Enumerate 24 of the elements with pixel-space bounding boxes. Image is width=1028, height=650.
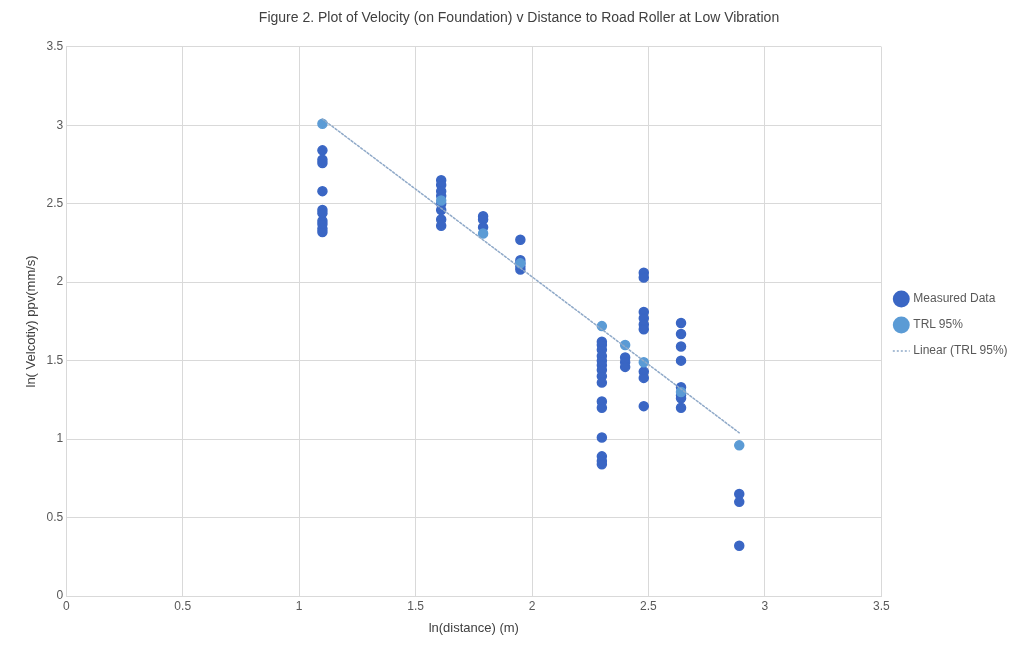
x-tick-label: 3.5 [872, 598, 890, 613]
y-tick-label: 2 [56, 274, 64, 289]
point [477, 228, 489, 239]
x-tick-label: 3 [761, 598, 769, 613]
y-tick-label: 1 [56, 431, 64, 446]
chart-title: Figure 2. Plot of Velocity (on Foundation) v Distance to Road Roller at Low Vibration [258, 9, 780, 26]
point [317, 118, 328, 129]
y-tick-label: 0 [56, 588, 64, 603]
x-tick-label: 1 [295, 598, 303, 613]
x-tick-label: 2.5 [640, 598, 658, 613]
x-tick-label: 1.5 [407, 598, 425, 613]
legend-label: Measured Data [913, 291, 996, 306]
y-tick-label: 1.5 [46, 352, 64, 367]
y-tick-label: 3.5 [46, 39, 64, 54]
point [734, 440, 745, 451]
y-tick-label: 2.5 [46, 196, 64, 211]
y-tick-label: 0.5 [46, 509, 64, 524]
legend-label: TRL 95% [913, 317, 964, 332]
x-tick-label: 2 [528, 598, 536, 613]
y-tick-label: 3 [56, 117, 64, 132]
legend-label: Linear (TRL 95%) [913, 343, 1008, 358]
x-tick-label: 0.5 [174, 598, 192, 613]
x-axis-title: ln(distance) (m) [428, 619, 519, 635]
y-axis-title: ln( Velcotiy) ppv(mm/s) [23, 255, 39, 388]
